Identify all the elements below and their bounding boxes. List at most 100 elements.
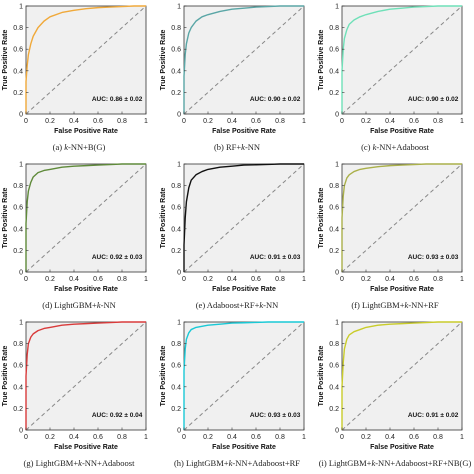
panel-caption: (d) LightGBM+k-NN — [42, 300, 116, 310]
x-tick-label: 1 — [460, 434, 464, 441]
y-tick-label: 0 — [19, 428, 23, 435]
y-axis-label: True Positive Rate — [318, 188, 325, 249]
y-tick-label: 0.6 — [171, 363, 181, 370]
x-axis-label: False Positive Rate — [370, 128, 434, 135]
y-axis-label: True Positive Rate — [2, 188, 9, 249]
roc-panel-2: 0 0.2 0.4 0.6 0.8 1 0 0.2 0.4 0.6 0.8 1 False Positi… — [158, 0, 316, 158]
x-tick-label: 0 — [340, 276, 344, 283]
chance-diagonal-line — [183, 5, 305, 115]
x-axis-label: False Positive Rate — [212, 128, 276, 135]
y-axis-label: True Positive Rate — [160, 188, 167, 249]
x-tick-label: 0.6 — [93, 118, 103, 125]
x-tick-label: 1 — [302, 276, 306, 283]
x-tick-label: 0.2 — [45, 276, 55, 283]
x-tick-label: 0.8 — [275, 118, 285, 125]
x-tick-label: 0.2 — [203, 118, 213, 125]
y-tick-label: 0.2 — [171, 90, 181, 97]
x-tick-label: 0.6 — [409, 118, 419, 125]
x-tick-label: 0.6 — [409, 276, 419, 283]
y-tick-label: 0.4 — [329, 384, 339, 391]
x-tick-label: 0.4 — [69, 118, 79, 125]
y-tick-label: 0.4 — [171, 68, 181, 75]
y-tick-label: 0.2 — [13, 90, 23, 97]
x-tick-label: 1 — [144, 118, 148, 125]
x-axis-label: False Positive Rate — [212, 444, 276, 451]
x-tick-label: 0.8 — [117, 276, 127, 283]
x-tick-label: 0.2 — [45, 434, 55, 441]
roc-panel-5: 0 0.2 0.4 0.6 0.8 1 0 0.2 0.4 0.6 0.8 1 False Positi… — [158, 158, 316, 316]
x-tick-label: 0 — [340, 118, 344, 125]
y-tick-label: 1 — [177, 320, 181, 327]
roc-curve-line — [25, 5, 146, 114]
y-tick-label: 0.4 — [171, 226, 181, 233]
roc-chart-svg: 0 0.2 0.4 0.6 0.8 1 0 0.2 0.4 0.6 0.8 1 False Positi… — [160, 320, 306, 452]
x-axis-label: False Positive Rate — [212, 286, 276, 293]
auc-annotation: AUC: 0.93 ± 0.03 — [250, 412, 301, 419]
y-tick-label: 0.2 — [13, 406, 23, 413]
x-tick-label: 0.6 — [251, 276, 261, 283]
y-tick-label: 0.8 — [329, 341, 339, 348]
y-tick-label: 0 — [19, 270, 23, 277]
x-tick-label: 0.6 — [409, 434, 419, 441]
x-tick-label: 0.2 — [45, 118, 55, 125]
chance-diagonal-line — [341, 163, 463, 273]
x-tick-label: 0.6 — [93, 434, 103, 441]
y-tick-label: 0.8 — [13, 341, 23, 348]
x-tick-label: 0.6 — [93, 276, 103, 283]
y-tick-label: 0.6 — [171, 205, 181, 212]
x-tick-label: 1 — [144, 276, 148, 283]
chance-diagonal-line — [341, 5, 463, 115]
x-tick-label: 0.6 — [251, 118, 261, 125]
chance-diagonal-line — [341, 321, 463, 431]
x-tick-label: 0.8 — [275, 276, 285, 283]
y-tick-label: 0 — [335, 428, 339, 435]
y-tick-label: 0.8 — [171, 341, 181, 348]
roc-panel-4: 0 0.2 0.4 0.6 0.8 1 0 0.2 0.4 0.6 0.8 1 False Positi… — [0, 158, 158, 316]
chance-diagonal-line — [183, 163, 305, 273]
x-tick-label: 0.6 — [251, 434, 261, 441]
panel-caption: (e) Adaboost+RF+k-NN — [195, 300, 279, 310]
y-tick-label: 0 — [19, 112, 23, 119]
auc-annotation: AUC: 0.90 ± 0.02 — [408, 96, 459, 103]
x-tick-label: 0 — [24, 434, 28, 441]
x-tick-label: 0.8 — [433, 276, 443, 283]
x-axis-label: False Positive Rate — [370, 286, 434, 293]
y-axis-label: True Positive Rate — [318, 346, 325, 407]
y-tick-label: 0.4 — [171, 384, 181, 391]
x-tick-label: 0.4 — [385, 118, 395, 125]
y-axis-label: True Positive Rate — [160, 346, 167, 407]
x-tick-label: 0 — [182, 434, 186, 441]
x-tick-label: 1 — [460, 118, 464, 125]
roc-chart-svg: 0 0.2 0.4 0.6 0.8 1 0 0.2 0.4 0.6 0.8 1 False Positi… — [318, 4, 464, 136]
roc-panel-7: 0 0.2 0.4 0.6 0.8 1 0 0.2 0.4 0.6 0.8 1 False Positi… — [0, 316, 158, 474]
roc-chart-svg: 0 0.2 0.4 0.6 0.8 1 0 0.2 0.4 0.6 0.8 1 False Positi… — [160, 4, 306, 136]
roc-curve-line — [341, 321, 462, 430]
x-tick-label: 0 — [182, 276, 186, 283]
roc-chart-svg: 0 0.2 0.4 0.6 0.8 1 0 0.2 0.4 0.6 0.8 1 False Positi… — [160, 162, 306, 294]
roc-panel-6: 0 0.2 0.4 0.6 0.8 1 0 0.2 0.4 0.6 0.8 1 False Positi… — [316, 158, 474, 316]
roc-chart-svg: 0 0.2 0.4 0.6 0.8 1 0 0.2 0.4 0.6 0.8 1 False Positi… — [318, 320, 464, 452]
y-tick-label: 0.2 — [171, 248, 181, 255]
x-tick-label: 0.2 — [361, 118, 371, 125]
y-tick-label: 0.4 — [13, 226, 23, 233]
y-tick-label: 0.6 — [171, 47, 181, 54]
y-tick-label: 0.2 — [329, 406, 339, 413]
x-tick-label: 0.2 — [203, 434, 213, 441]
y-tick-label: 0.2 — [171, 406, 181, 413]
roc-chart-svg: 0 0.2 0.4 0.6 0.8 1 0 0.2 0.4 0.6 0.8 1 False Positi… — [2, 320, 148, 452]
roc-panel-8: 0 0.2 0.4 0.6 0.8 1 0 0.2 0.4 0.6 0.8 1 False Positi… — [158, 316, 316, 474]
y-tick-label: 0 — [177, 270, 181, 277]
x-tick-label: 1 — [144, 434, 148, 441]
x-tick-label: 1 — [302, 434, 306, 441]
panel-caption: (b) RF+k-NN — [213, 142, 261, 152]
y-tick-label: 0.2 — [13, 248, 23, 255]
x-axis-label: False Positive Rate — [54, 128, 118, 135]
roc-curve-line — [25, 163, 146, 272]
x-tick-label: 1 — [460, 276, 464, 283]
roc-curve-line — [341, 163, 462, 272]
chance-diagonal-line — [25, 5, 147, 115]
x-tick-label: 0 — [24, 118, 28, 125]
auc-annotation: AUC: 0.92 ± 0.04 — [92, 412, 143, 419]
y-tick-label: 0.6 — [13, 47, 23, 54]
